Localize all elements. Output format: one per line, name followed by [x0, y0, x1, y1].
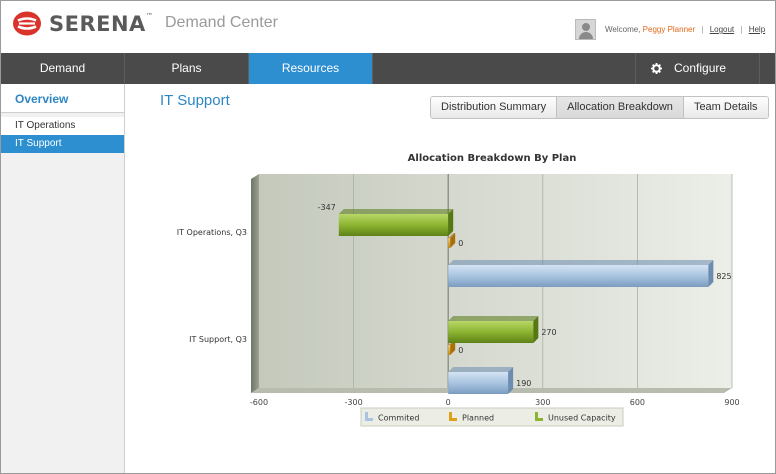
user-name: Peggy Planner: [642, 25, 696, 34]
bar-planned: [448, 238, 451, 248]
separator: |: [701, 25, 704, 34]
x-tick-label: 600: [630, 398, 645, 407]
data-label: 0: [458, 346, 463, 355]
x-tick-label: 900: [724, 398, 739, 407]
logout-link[interactable]: Logout: [709, 25, 735, 34]
data-label: 270: [541, 328, 556, 337]
nav-tab-demand[interactable]: Demand: [1, 53, 125, 84]
help-link[interactable]: Help: [748, 25, 766, 34]
legend-item-planned-swatch: [449, 412, 457, 421]
tab-distribution-summary[interactable]: Distribution Summary: [431, 97, 558, 118]
bar-unused-capacity-top: [338, 209, 454, 214]
chart-title: Allocation Breakdown By Plan: [408, 153, 577, 164]
data-label: -347: [318, 203, 336, 212]
sidebar: Overview IT Operations IT Support: [1, 84, 125, 473]
data-label: 190: [516, 379, 531, 388]
bar-committed-side: [708, 260, 714, 287]
bar-committed-top: [448, 367, 514, 372]
legend-item-planned: Planned: [462, 414, 494, 423]
product-name: Demand Center: [165, 14, 278, 31]
bar-unused-capacity: [338, 214, 449, 236]
nav-tab-resources[interactable]: Resources: [249, 53, 373, 84]
bar-committed-side: [508, 367, 514, 394]
y-category-label: IT Operations, Q3: [177, 228, 247, 237]
bar-committed: [448, 372, 509, 394]
configure-button[interactable]: Configure: [635, 53, 760, 84]
view-tabs: Distribution Summary Allocation Breakdow…: [430, 96, 769, 119]
configure-label: Configure: [674, 61, 727, 75]
serena-logo-icon: [13, 11, 41, 36]
nav-tab-plans[interactable]: Plans: [125, 53, 249, 84]
bar-unused-capacity-top: [448, 316, 539, 321]
x-tick-label: 300: [535, 398, 550, 407]
bar-committed: [448, 265, 709, 287]
trademark-mark: ™: [145, 12, 154, 20]
allocation-chart: Allocation Breakdown By Plan -600 -300 0 30…: [151, 146, 761, 436]
y-category-label: IT Support, Q3: [189, 335, 247, 344]
tab-allocation-breakdown[interactable]: Allocation Breakdown: [557, 97, 684, 118]
tab-team-details[interactable]: Team Details: [683, 97, 768, 118]
bar-unused-capacity: [448, 321, 534, 343]
data-label: 825: [716, 272, 731, 281]
legend-item-unused-capacity: Unused Capacity: [548, 414, 616, 423]
x-tick-label: -600: [250, 398, 268, 407]
bar-unused-capacity-side: [533, 316, 539, 343]
legend-item-committed-swatch: [365, 412, 373, 421]
welcome-text: Welcome,: [605, 25, 641, 34]
bar-committed-top: [448, 260, 714, 265]
plot-side-wall: [251, 174, 259, 393]
x-tick-label: -300: [345, 398, 363, 407]
header: SERENA™ Demand Center Welcome, Peggy Pla…: [1, 1, 775, 53]
allocation-chart-svg: Allocation Breakdown By Plan -600 -300 0 30…: [177, 153, 740, 427]
bar-planned: [448, 345, 451, 355]
page-title: IT Support: [160, 92, 230, 109]
sidebar-title[interactable]: Overview: [1, 84, 124, 113]
separator: |: [740, 25, 743, 34]
chart-legend: [360, 407, 624, 427]
sidebar-item-it-operations[interactable]: IT Operations: [1, 117, 124, 135]
bar-planned-top: [448, 233, 456, 238]
main-nav: Demand Plans Resources Configure: [1, 53, 775, 84]
legend-item-committed: Commited: [378, 414, 419, 423]
legend-item-unused-capacity-swatch: [535, 412, 543, 421]
brand-name: SERENA™: [49, 12, 154, 36]
data-label: 0: [458, 239, 463, 248]
gear-icon: [651, 63, 662, 74]
welcome-bar: Welcome, Peggy Planner | Logout | Help: [605, 25, 765, 34]
x-tick-label: 0: [446, 398, 451, 407]
user-avatar-icon: [575, 19, 596, 40]
sidebar-item-it-support[interactable]: IT Support: [1, 135, 124, 153]
bar-unused-capacity-side: [448, 209, 454, 236]
